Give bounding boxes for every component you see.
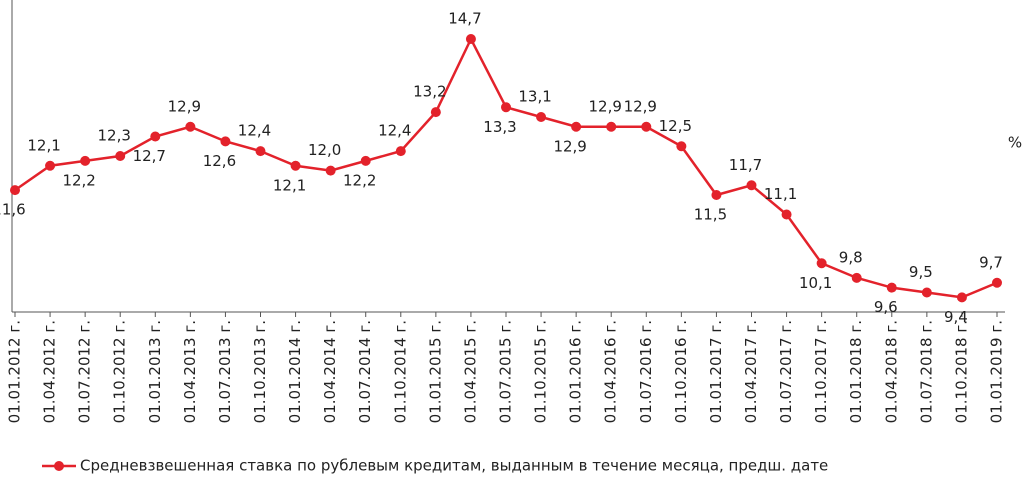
x-tick-label: 01.01.2012 г. bbox=[6, 320, 24, 423]
x-tick-label: 01.07.2015 г. bbox=[497, 320, 515, 423]
x-tick-label: 01.10.2014 г. bbox=[391, 320, 409, 423]
data-label: 12,4 bbox=[378, 122, 411, 140]
data-label: 12,1 bbox=[27, 136, 60, 154]
x-tick-label: 01.04.2014 г. bbox=[321, 320, 339, 423]
x-tick-label: 01.01.2016 г. bbox=[567, 320, 585, 423]
data-label: 12,0 bbox=[308, 141, 341, 159]
data-point bbox=[571, 121, 582, 132]
data-point bbox=[360, 155, 371, 166]
data-label: 12,4 bbox=[238, 122, 271, 140]
data-label: 9,8 bbox=[839, 248, 863, 266]
data-point bbox=[185, 121, 196, 132]
data-point bbox=[992, 277, 1002, 288]
data-point bbox=[886, 282, 897, 293]
x-tick-label: 01.10.2013 г. bbox=[251, 320, 269, 423]
data-point bbox=[325, 165, 336, 176]
x-tick-label: 01.04.2013 г. bbox=[181, 320, 199, 423]
data-point bbox=[536, 112, 547, 122]
x-tick-label: 01.04.2017 г. bbox=[742, 320, 760, 423]
data-label: 13,2 bbox=[413, 83, 446, 101]
data-label: 12,6 bbox=[203, 152, 236, 170]
data-label: 9,5 bbox=[909, 263, 933, 281]
x-tick-label: 01.01.2019 г. bbox=[988, 320, 1006, 423]
data-point bbox=[921, 287, 932, 298]
data-label: 9,4 bbox=[944, 308, 968, 326]
data-point bbox=[80, 155, 91, 166]
data-point bbox=[465, 34, 476, 44]
x-tick-label: 01.01.2014 г. bbox=[286, 320, 304, 423]
data-point bbox=[430, 107, 441, 118]
x-tick-label: 01.04.2018 г. bbox=[882, 320, 900, 423]
x-tick-label: 01.01.2013 г. bbox=[146, 320, 164, 423]
data-label: 12,7 bbox=[133, 147, 166, 165]
data-label: 12,9 bbox=[589, 97, 622, 115]
data-point bbox=[290, 160, 301, 171]
x-tick-label: 01.10.2016 г. bbox=[672, 320, 690, 423]
data-label: 12,9 bbox=[553, 137, 586, 155]
data-label: 11,5 bbox=[694, 206, 727, 224]
data-point bbox=[816, 258, 827, 269]
data-label: 9,6 bbox=[874, 298, 898, 316]
data-label: 12,2 bbox=[62, 171, 95, 189]
data-label: 13,3 bbox=[483, 118, 516, 136]
data-point bbox=[45, 160, 56, 171]
data-label: 12,5 bbox=[659, 117, 692, 135]
x-tick-label: 01.10.2017 г. bbox=[812, 320, 830, 423]
x-tick-label: 01.07.2014 г. bbox=[356, 320, 374, 423]
x-tick-label: 01.01.2017 г. bbox=[707, 320, 725, 423]
x-tick-label: 01.07.2013 г. bbox=[216, 320, 234, 423]
data-point bbox=[150, 131, 161, 142]
data-point bbox=[255, 146, 266, 157]
data-point bbox=[641, 121, 652, 132]
data-label: 11,7 bbox=[729, 156, 762, 174]
data-label: 12,1 bbox=[273, 176, 306, 194]
data-point bbox=[676, 141, 687, 152]
legend-label: Средневзвешенная ставка по рублевым кред… bbox=[80, 457, 828, 475]
data-label: 12,3 bbox=[98, 127, 131, 145]
data-point bbox=[395, 146, 406, 157]
x-tick-label: 01.04.2012 г. bbox=[41, 320, 59, 423]
data-label: 12,2 bbox=[343, 171, 376, 189]
data-point bbox=[956, 292, 967, 303]
data-label: 11,6 bbox=[0, 201, 26, 219]
data-label: 12,9 bbox=[624, 97, 657, 115]
data-point bbox=[781, 209, 792, 220]
data-point bbox=[606, 121, 617, 132]
data-point bbox=[501, 102, 511, 113]
x-tick-label: 01.10.2015 г. bbox=[532, 320, 550, 423]
data-point bbox=[115, 151, 126, 161]
data-point bbox=[851, 272, 862, 283]
x-tick-label: 01.07.2016 г. bbox=[637, 320, 655, 423]
data-label: 9,7 bbox=[979, 253, 1003, 271]
x-tick-label: 01.07.2012 г. bbox=[76, 320, 94, 423]
legend-marker bbox=[54, 461, 64, 471]
x-tick-label: 01.07.2018 г. bbox=[917, 320, 935, 423]
x-tick-label: 01.10.2012 г. bbox=[111, 320, 129, 423]
data-label: 11,1 bbox=[764, 185, 797, 203]
data-point bbox=[10, 185, 20, 196]
y-unit: % bbox=[1008, 134, 1022, 152]
x-tick-label: 01.04.2015 г. bbox=[461, 320, 479, 423]
data-label: 14,7 bbox=[448, 10, 481, 28]
data-label: 13,1 bbox=[518, 88, 551, 106]
x-tick-label: 01.01.2018 г. bbox=[847, 320, 865, 423]
data-point bbox=[711, 190, 722, 200]
data-point bbox=[746, 180, 757, 191]
x-tick-label: 01.04.2016 г. bbox=[602, 320, 620, 423]
x-tick-label: 01.01.2015 г. bbox=[426, 320, 444, 423]
x-tick-label: 01.10.2018 г. bbox=[952, 320, 970, 423]
x-tick-label: 01.07.2017 г. bbox=[777, 320, 795, 423]
data-point bbox=[220, 136, 231, 147]
data-label: 10,1 bbox=[799, 274, 832, 292]
data-label: 12,9 bbox=[168, 97, 201, 115]
